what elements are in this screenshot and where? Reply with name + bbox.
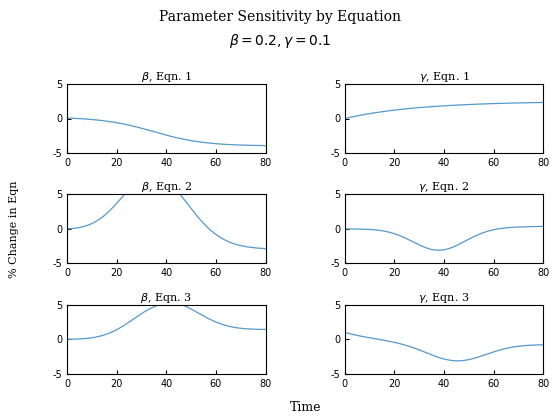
Text: Parameter Sensitivity by Equation: Parameter Sensitivity by Equation (159, 10, 401, 24)
Title: $\beta$, Eqn. 3: $\beta$, Eqn. 3 (141, 291, 192, 305)
Text: Time: Time (290, 401, 321, 414)
Title: $\gamma$, Eqn. 1: $\gamma$, Eqn. 1 (419, 70, 469, 84)
Title: $\beta$, Eqn. 1: $\beta$, Eqn. 1 (141, 70, 192, 84)
Title: $\beta$, Eqn. 2: $\beta$, Eqn. 2 (141, 181, 192, 194)
Title: $\gamma$, Eqn. 2: $\gamma$, Eqn. 2 (418, 181, 470, 194)
Text: % Change in Eqn: % Change in Eqn (9, 180, 19, 278)
Text: $\beta = 0.2, \gamma = 0.1$: $\beta = 0.2, \gamma = 0.1$ (229, 32, 331, 50)
Title: $\gamma$, Eqn. 3: $\gamma$, Eqn. 3 (418, 291, 470, 305)
